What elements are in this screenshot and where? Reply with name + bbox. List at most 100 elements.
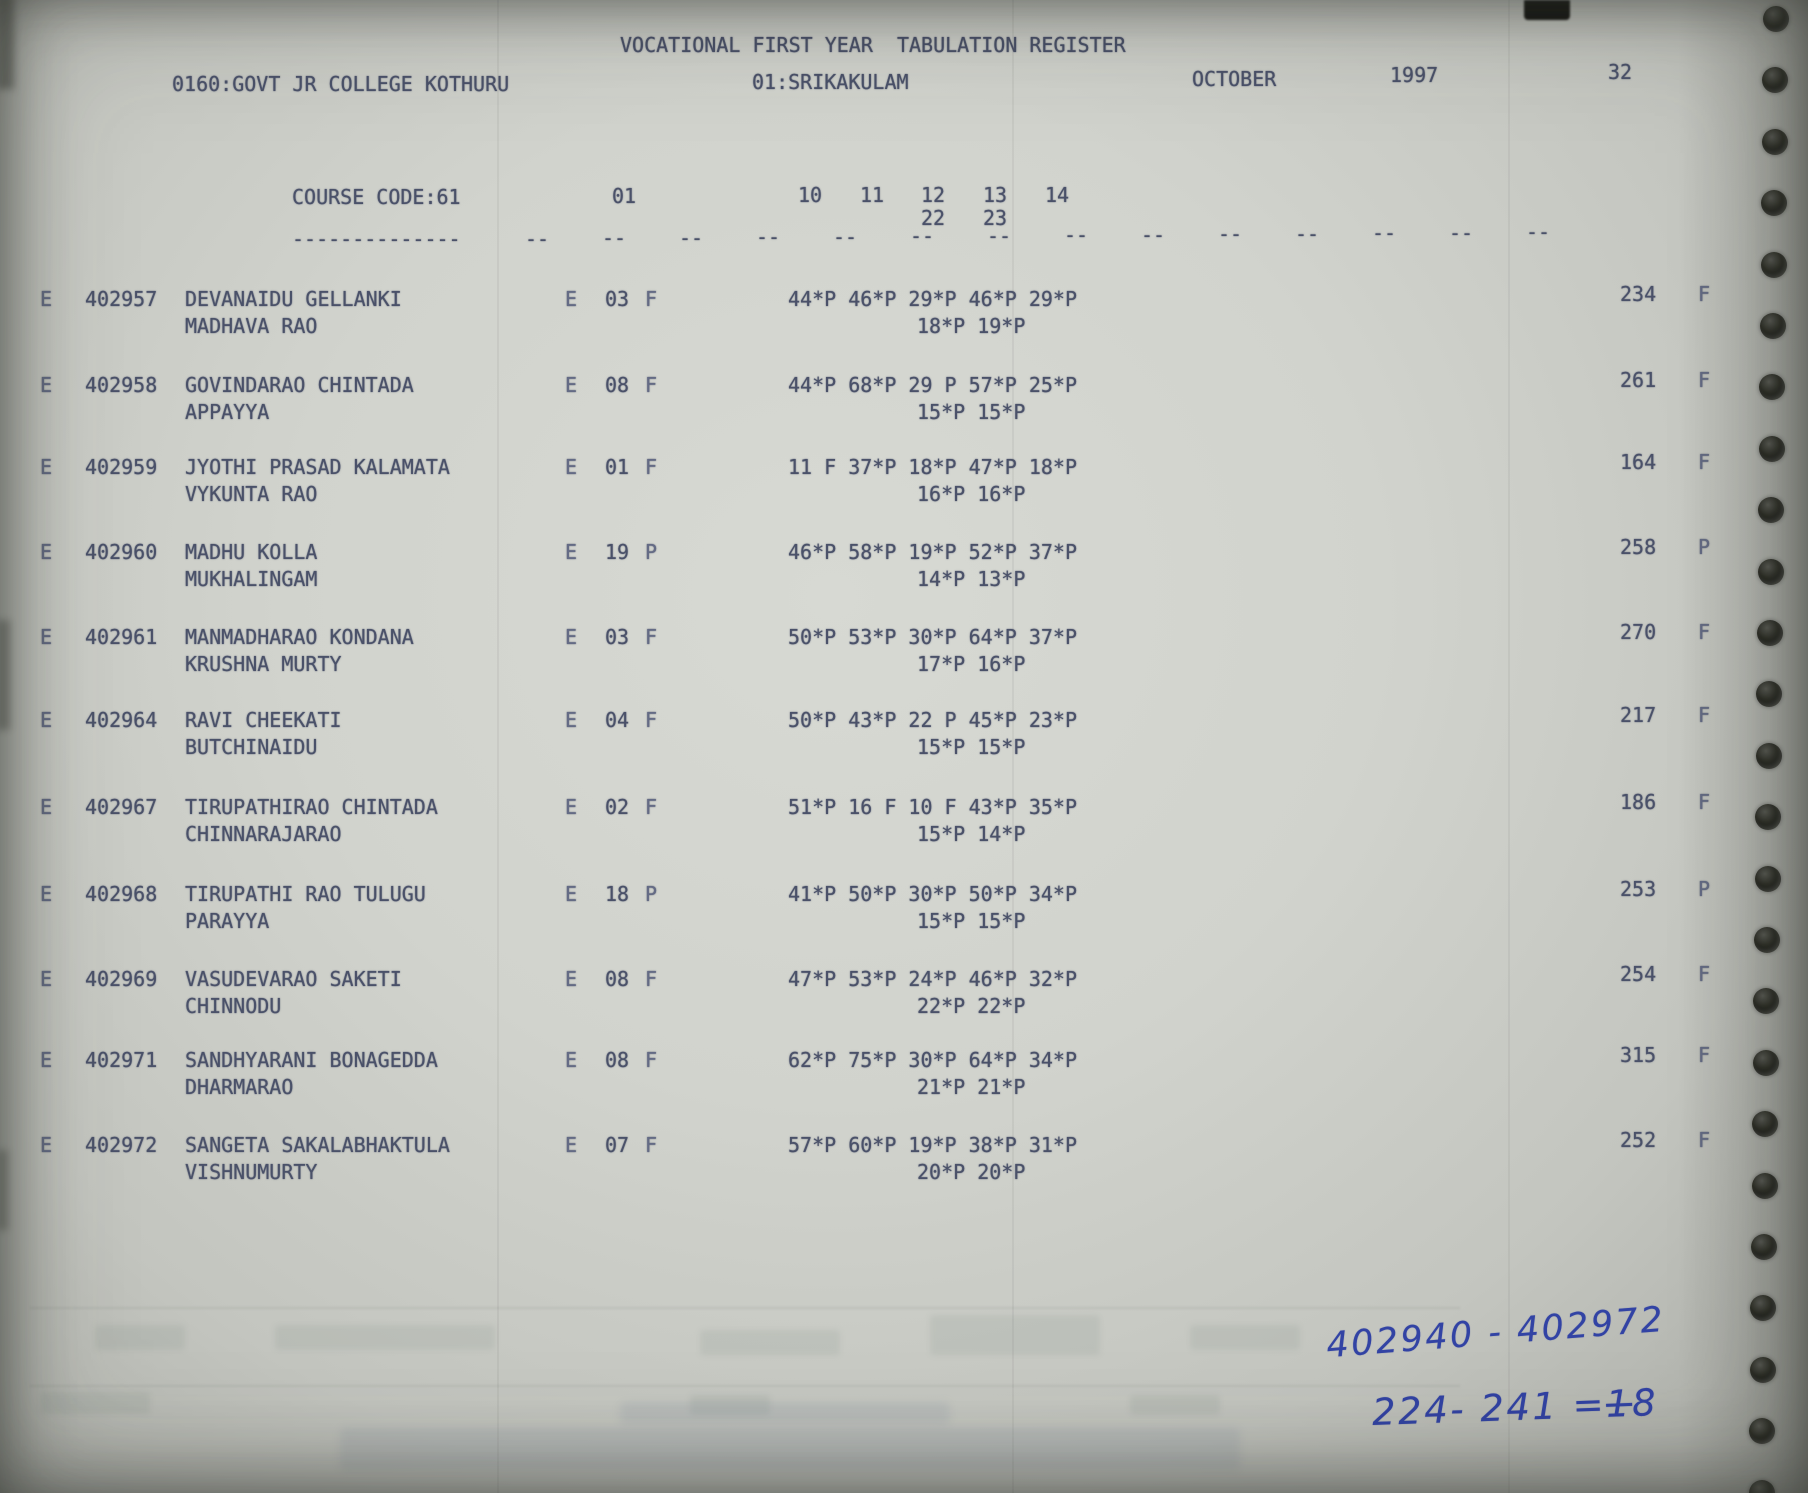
student-name: VASUDEVARAO SAKETI (185, 967, 402, 991)
underline-segment: -- (987, 224, 1012, 248)
punch-hole (1752, 1111, 1779, 1138)
student-total-marks: 186 (1620, 790, 1657, 814)
student-marks-row2: 15*P 14*P (917, 822, 1026, 846)
punch-hole (1752, 1049, 1779, 1076)
student-roll-number: 402967 (85, 795, 158, 819)
student-medium-flag: E (565, 882, 578, 906)
underline-segment: -- (910, 224, 935, 248)
student-group-result: F (645, 795, 658, 819)
bleed-through-rule (30, 1307, 1460, 1309)
paper-fold-line (497, 0, 499, 1493)
student-name: RAVI CHEEKATI (185, 708, 342, 732)
student-result: P (1698, 877, 1710, 901)
punch-hole (1762, 67, 1789, 94)
punch-hole (1761, 190, 1788, 217)
student-marks-row1: 47*P 53*P 24*P 46*P 32*P (788, 967, 1077, 991)
student-entry-flag: E (40, 708, 53, 732)
punch-hole (1755, 804, 1782, 831)
student-medium-flag: E (565, 540, 578, 564)
student-roll-number: 402957 (85, 287, 158, 311)
handwritten-roll-range: 402940 - 402972 (1324, 1299, 1667, 1367)
student-marks-row2: 18*P 19*P (917, 314, 1026, 338)
student-roll-number: 402964 (85, 708, 158, 732)
edge-shadow (0, 0, 14, 89)
student-roll-number: 402961 (85, 625, 158, 649)
punch-hole (1763, 6, 1789, 32)
student-roll-number: 402958 (85, 373, 158, 397)
student-medium-flag: E (565, 1048, 578, 1072)
college-name: 0160:GOVT JR COLLEGE KOTHURU (172, 72, 510, 96)
punch-hole (1761, 128, 1788, 155)
punch-hole (1754, 865, 1781, 892)
student-total-marks: 254 (1620, 962, 1657, 986)
subject-header: 10 (798, 183, 823, 207)
student-father-name: KRUSHNA MURTY (185, 652, 342, 676)
student-name: DEVANAIDU GELLANKI (185, 287, 402, 311)
student-name: SANDHYARANI BONAGEDDA (185, 1048, 438, 1072)
student-marks-row1: 62*P 75*P 30*P 64*P 34*P (788, 1048, 1077, 1072)
edge-shadow (0, 1150, 8, 1230)
student-marks-row1: 41*P 50*P 30*P 50*P 34*P (788, 882, 1077, 906)
student-total-marks: 258 (1620, 535, 1657, 559)
punch-hole (1755, 742, 1782, 769)
student-name: SANGETA SAKALABHAKTULA (185, 1133, 450, 1157)
underline-segment: -- (679, 226, 704, 250)
student-total-marks: 164 (1620, 450, 1657, 474)
student-medium-flag: E (565, 625, 578, 649)
student-name: GOVINDARAO CHINTADA (185, 373, 414, 397)
underline-segment: -- (525, 227, 550, 251)
student-marks-row2: 15*P 15*P (917, 400, 1026, 424)
course-code-label: COURSE CODE:61 (292, 185, 461, 209)
student-group-code: 08 (605, 373, 630, 397)
student-total-marks: 217 (1620, 703, 1657, 727)
student-roll-number: 402972 (85, 1133, 158, 1157)
punch-hole (1754, 927, 1780, 953)
bleed-through-text (930, 1315, 1100, 1355)
student-total-marks: 234 (1620, 282, 1657, 306)
student-group-result: F (645, 373, 658, 397)
student-result: F (1698, 962, 1710, 986)
student-entry-flag: E (40, 625, 53, 649)
student-result: F (1698, 790, 1710, 814)
student-entry-flag: E (40, 373, 53, 397)
student-father-name: APPAYYA (185, 400, 270, 424)
student-marks-row1: 51*P 16 F 10 F 43*P 35*P (788, 795, 1077, 819)
exam-year: 1997 (1390, 63, 1439, 87)
handwritten-tally: 224- 241 =18 (1371, 1381, 1659, 1434)
student-marks-row2: 14*P 13*P (917, 567, 1026, 591)
bleed-through-text (1190, 1325, 1300, 1350)
subject-header: 12 (921, 183, 946, 207)
subject-header: 14 (1045, 183, 1070, 207)
underline-segment: -- (756, 225, 781, 249)
student-group-result: P (645, 882, 658, 906)
student-total-marks: 253 (1620, 877, 1657, 901)
student-total-marks: 252 (1620, 1128, 1657, 1152)
student-marks-row2: 15*P 15*P (917, 735, 1026, 759)
student-total-marks: 261 (1620, 368, 1657, 392)
student-entry-flag: E (40, 287, 53, 311)
punch-hole (1760, 251, 1787, 278)
student-group-code: 03 (605, 625, 630, 649)
underline-segment: -- (1141, 223, 1166, 247)
student-result: F (1698, 450, 1710, 474)
bleed-through-text (1130, 1395, 1220, 1415)
student-total-marks: 315 (1620, 1043, 1657, 1067)
student-name: TIRUPATHI RAO TULUGU (185, 882, 426, 906)
student-group-code: 18 (605, 882, 630, 906)
student-total-marks: 270 (1620, 620, 1657, 644)
student-medium-flag: E (565, 795, 578, 819)
student-father-name: BUTCHINAIDU (185, 735, 318, 759)
student-father-name: MADHAVA RAO (185, 314, 318, 338)
student-group-code: 01 (605, 455, 630, 479)
student-medium-flag: E (565, 708, 578, 732)
punch-hole (1748, 1479, 1775, 1493)
handwritten-struck-digit: 1 (1605, 1381, 1633, 1426)
student-medium-flag: E (565, 1133, 578, 1157)
student-marks-row2: 21*P 21*P (917, 1075, 1026, 1099)
handwritten-final-digit: 8 (1631, 1381, 1659, 1425)
student-group-result: F (645, 1133, 658, 1157)
student-group-code: 07 (605, 1133, 630, 1157)
student-group-result: F (645, 287, 658, 311)
student-group-result: F (645, 967, 658, 991)
paper-fold-line (1012, 0, 1014, 1493)
